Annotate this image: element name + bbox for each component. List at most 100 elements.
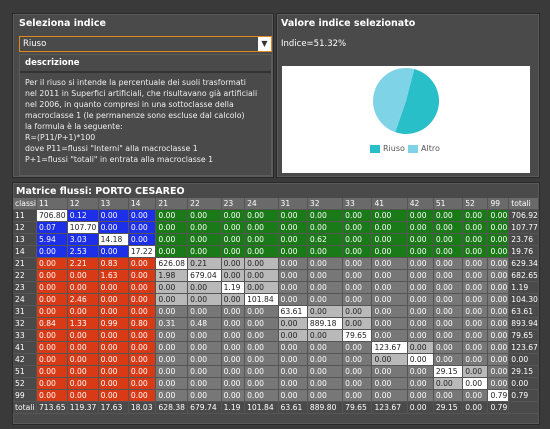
matrix-cell: 679.04	[187, 269, 222, 282]
row-label: 33	[13, 329, 37, 342]
matrix-cell: 0.00	[155, 233, 189, 246]
matrix-cell: 0.00	[342, 341, 373, 354]
pie-slice-riuso[interactable]	[395, 69, 439, 134]
matrix-cell: 0.00	[462, 389, 489, 402]
row-total: 0.00	[508, 377, 539, 390]
table-row: 12 0.07 107.70 0.00 0.00 0.00 0.00 0.00 0.00 0.00…	[13, 221, 539, 234]
matrix-cell: 2.53	[67, 245, 99, 258]
matrix-cell: 0.00	[187, 329, 222, 342]
matrix-cell: 0.00	[155, 245, 189, 258]
matrix-cell: 0.00	[433, 233, 464, 246]
matrix-cell: 0.00	[407, 209, 434, 222]
matrix-cell: 101.84	[244, 293, 279, 306]
table-row: 22 0.00 0.00 1.63 0.00 1.98 679.04 0.00 0.00 0.00…	[13, 269, 539, 282]
matrix-cell: 0.00	[278, 221, 308, 234]
matrix-cell: 123.67	[371, 341, 408, 354]
matrix-cell: 0.00	[433, 377, 464, 390]
row-label: 41	[13, 341, 37, 354]
matrix-cell: 1.19	[221, 281, 246, 294]
column-header: 21	[155, 198, 189, 210]
index-value-title: Valore indice selezionato	[281, 18, 416, 29]
matrix-cell: 3.03	[67, 233, 99, 246]
matrix-cell: 0.00	[36, 353, 68, 366]
matrix-cell: 0.00	[371, 233, 408, 246]
matrix-cell: 0.00	[342, 389, 373, 402]
matrix-cell: 0.00	[278, 389, 308, 402]
pie-slice-altro[interactable]	[372, 67, 415, 133]
row-label: 23	[13, 281, 37, 294]
matrix-cell: 0.00	[98, 353, 129, 366]
totals-blank	[508, 401, 539, 414]
matrix-cell: 0.00	[487, 317, 510, 330]
row-total: 706.92	[508, 209, 539, 222]
matrix-cell: 706.80	[36, 209, 68, 222]
matrix-cell: 107.70	[67, 221, 99, 234]
column-total: 18.03	[128, 401, 157, 414]
matrix-cell: 0.00	[407, 365, 434, 378]
matrix-cell: 0.00	[371, 389, 408, 402]
row-label: 12	[13, 221, 37, 234]
matrix-cell: 0.00	[487, 353, 510, 366]
matrix-cell: 0.99	[98, 317, 129, 330]
table-row: 14 0.00 2.53 0.00 17.22 0.00 0.00 0.00 0.00 0.00 0…	[13, 245, 539, 258]
matrix-cell: 0.00	[371, 293, 408, 306]
matrix-cell: 0.00	[221, 377, 246, 390]
table-row: 21 0.00 2.21 0.83 0.00 626.08 0.21 0.00 0.00 0.00…	[13, 257, 539, 270]
totals-label: totali	[13, 401, 37, 414]
row-label: 42	[13, 353, 37, 366]
matrix-cell: 0.00	[155, 293, 189, 306]
matrix-cell: 0.00	[462, 269, 489, 282]
matrix-cell: 0.00	[128, 353, 157, 366]
matrix-cell: 0.00	[462, 353, 489, 366]
matrix-cell: 889.18	[307, 317, 344, 330]
matrix-cell: 29.15	[433, 365, 464, 378]
row-total: 0.79	[508, 389, 539, 402]
column-total: 889.80	[307, 401, 344, 414]
matrix-cell: 0.00	[155, 209, 189, 222]
matrix-cell: 0.00	[278, 245, 308, 258]
matrix-cell: 0.00	[244, 245, 279, 258]
matrix-cell: 0.00	[98, 209, 129, 222]
matrix-cell: 0.00	[221, 257, 246, 270]
matrix-cell: 0.00	[407, 329, 434, 342]
chevron-down-icon[interactable]: ▼	[258, 37, 271, 51]
matrix-cell: 0.31	[155, 317, 189, 330]
matrix-cell: 0.00	[187, 281, 222, 294]
matrix-cell: 0.00	[487, 341, 510, 354]
column-header: 22	[187, 198, 222, 210]
legend-swatch	[370, 144, 380, 153]
matrix-cell: 0.21	[187, 257, 222, 270]
matrix-cell: 0.00	[487, 329, 510, 342]
row-label: 31	[13, 305, 37, 318]
matrix-cell: 0.00	[36, 329, 68, 342]
matrix-cell: 0.00	[462, 293, 489, 306]
matrix-cell: 0.00	[307, 341, 344, 354]
matrix-cell: 0.00	[221, 305, 246, 318]
matrix-cell: 0.00	[407, 281, 434, 294]
table-row: 11 706.80 0.12 0.00 0.00 0.00 0.00 0.00 0.00 0.00…	[13, 209, 539, 222]
matrix-cell: 0.00	[307, 269, 344, 282]
description-title: descrizione	[25, 58, 80, 68]
column-header: 52	[462, 198, 489, 210]
matrix-cell: 0.00	[342, 365, 373, 378]
column-total: 17.63	[98, 401, 129, 414]
matrix-cell: 0.48	[187, 317, 222, 330]
matrix-cell: 0.00	[98, 329, 129, 342]
matrix-cell: 0.00	[307, 329, 344, 342]
matrix-cell: 0.00	[244, 281, 279, 294]
matrix-cell: 0.00	[187, 365, 222, 378]
matrix-cell: 0.00	[278, 365, 308, 378]
matrix-cell: 0.00	[187, 245, 222, 258]
matrix-cell: 0.00	[342, 281, 373, 294]
matrix-cell: 0.00	[407, 293, 434, 306]
divider	[20, 71, 271, 73]
matrix-cell: 0.00	[128, 377, 157, 390]
matrix-cell: 0.00	[128, 293, 157, 306]
row-total: 63.61	[508, 305, 539, 318]
matrix-cell: 0.00	[407, 317, 434, 330]
matrix-cell: 0.00	[36, 269, 68, 282]
column-total: 123.67	[371, 401, 408, 414]
index-select[interactable]: Riuso ▼	[19, 36, 272, 52]
row-label: 99	[13, 389, 37, 402]
matrix-cell: 0.00	[187, 305, 222, 318]
